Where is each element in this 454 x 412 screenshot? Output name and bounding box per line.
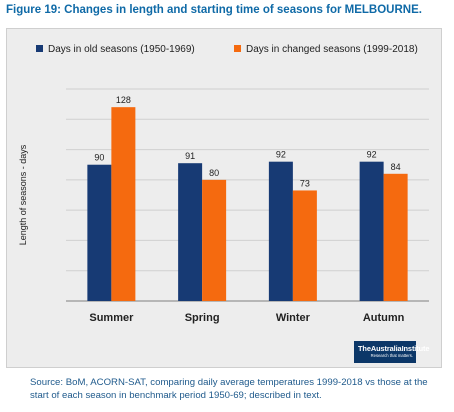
source-note: Source: BoM, ACORN-SAT, comparing daily … [30,377,428,401]
bar-chart: Days in old seasons (1950-1969) Days in c… [18,44,429,324]
data-label-summer-new: 128 [116,95,131,105]
data-label-spring-new: 80 [209,168,219,178]
australia-institute-logo: TheAustraliaInstitute Research that matt… [354,341,430,363]
bar-autumn-new [383,173,408,301]
legend-swatch-1 [36,45,43,52]
bar-spring-new [202,179,227,301]
bar-summer-old [87,164,112,301]
chart-panel: Days in old seasons (1950-1969) Days in c… [6,28,442,368]
data-label-summer-old: 90 [94,153,104,163]
bar-spring-old [178,163,203,301]
y-axis-label: Length of seasons - days [18,144,28,245]
bar-summer-new [111,107,136,302]
logo-tagline: Research that matters. [370,353,413,358]
x-tick-label-autumn: Autumn [363,312,405,324]
bar-winter-old [268,161,293,301]
x-tick-label-summer: Summer [89,312,134,324]
logo-name: TheAustraliaInstitute [358,344,430,353]
bar-autumn-old [359,161,384,301]
data-label-autumn-old: 92 [367,150,377,160]
data-label-winter-old: 92 [276,150,286,160]
data-label-spring-old: 91 [185,151,195,161]
data-label-winter-new: 73 [300,178,310,188]
bar-winter-new [292,190,317,301]
legend-label-1: Days in old seasons (1950-1969) [48,44,195,55]
data-label-autumn-new: 84 [391,162,401,172]
figure-title: Figure 19: Changes in length and startin… [6,4,422,16]
x-tick-label-winter: Winter [276,312,311,324]
legend-swatch-2 [234,45,241,52]
legend-label-2: Days in changed seasons (1999-2018) [246,44,418,55]
x-tick-label-spring: Spring [185,312,220,324]
